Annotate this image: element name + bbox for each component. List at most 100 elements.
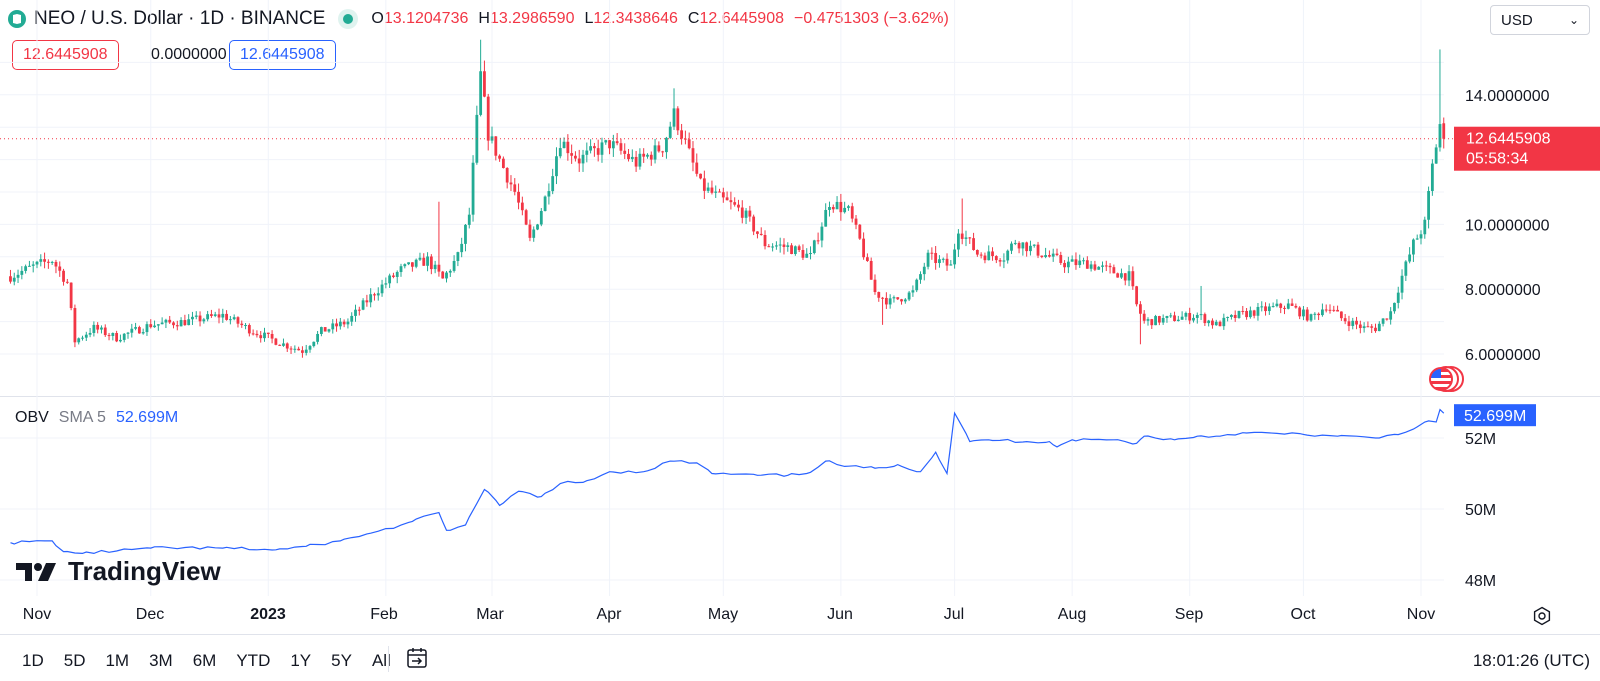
candle-body [767,246,771,248]
candle-body [748,210,752,217]
x-label-nov-2022: Nov [22,606,52,623]
go-to-date-calendar-icon[interactable] [404,645,430,671]
candle-body [217,314,221,318]
range-5y[interactable]: 5Y [331,651,352,670]
candle-body [1415,238,1419,240]
range-5d[interactable]: 5D [63,651,86,670]
candle-body [1442,123,1446,139]
toolbar-separator [388,646,389,672]
obv-value-tag[interactable] [1454,404,1536,427]
candle-body [365,300,369,303]
candle-body [1074,259,1078,266]
obv-name[interactable]: OBV [15,409,49,426]
sell-price-box[interactable]: 12.6445908 [12,40,119,70]
tradingview-logo[interactable]: TradingView [16,556,221,587]
range-6m[interactable]: 6M [192,651,217,670]
ohlc-close-value: 12.6445908 [699,10,784,27]
candle-body [194,315,198,317]
candle-body [1396,292,1400,303]
candle-body [1070,259,1074,262]
candle-body [1154,316,1157,326]
candle-body [392,275,395,277]
candle-body [467,214,471,225]
candle-body [854,218,858,225]
settings-gear-icon[interactable] [1532,606,1552,626]
candle-body [998,260,1002,262]
candle-body [623,150,627,154]
candle-body [729,200,733,203]
candle-body [1211,320,1214,326]
obv-y-tick-label: 50M [1465,502,1496,519]
range-all[interactable]: All [371,651,391,670]
last-price-tag[interactable] [1454,126,1600,171]
range-ytd[interactable]: YTD [236,651,271,670]
y-tick-label: 14.0000000 [1465,88,1550,105]
candle-body [517,191,520,203]
obv-sma[interactable]: SMA 5 [58,409,106,426]
candle-body [642,153,646,157]
candle-body [221,313,225,318]
candle-body [1252,310,1256,316]
candle-body [1271,306,1275,308]
x-label-apr: Apr [596,606,622,623]
candle-body [448,270,452,273]
candle-body [130,328,134,333]
ohlc-open-key: O [371,10,384,27]
y-tick-label: 10.0000000 [1465,217,1550,234]
candle-body [987,251,991,261]
candle-body [1241,310,1245,312]
candle-body [702,178,706,191]
candle-body [137,327,141,334]
us-flag-icon[interactable] [1429,365,1465,393]
candle-body [202,319,206,322]
candle-body [111,333,115,336]
pane-divider[interactable] [0,396,1600,397]
candle-body [1389,311,1393,320]
candle-body [1309,314,1313,321]
price-chart[interactable]: 14.0000000 10.0000000 8.0000000 6.0000000 12… [0,0,1600,396]
candle-body [414,259,418,267]
candle-body [342,321,346,325]
obv-chart[interactable]: 52M 50M 48M 52.699M [0,396,1600,596]
candle-body [141,332,145,334]
candle-body [733,202,737,205]
candle-body [1339,311,1343,319]
range-1m[interactable]: 1M [105,651,130,670]
buy-price-box[interactable]: 12.6445908 [229,40,336,70]
candle-body [850,206,854,219]
candle-body [1214,321,1218,326]
candle-body [426,256,429,266]
candle-body [1218,321,1222,327]
symbol-title[interactable]: NEO / U.S. Dollar · 1D · BINANCE [34,8,326,29]
candle-body [319,327,323,334]
candle-body [661,151,665,153]
candle-body [9,276,12,282]
candle-body [718,191,721,193]
candle-body [1400,275,1404,293]
candle-body [486,96,490,141]
market-status-icon[interactable] [343,14,354,24]
candle-body [452,261,456,271]
candle-body [282,343,285,346]
candle-body [1290,303,1294,306]
candle-body [665,137,668,153]
x-label-may: May [707,606,739,623]
candle-body [1328,309,1332,311]
candle-body [630,156,634,160]
candle-body [441,271,445,279]
candle-body [65,281,69,283]
candle-body [1351,320,1355,326]
candle-body [1385,318,1389,320]
candle-body [172,322,175,326]
x-label-feb: Feb [370,606,398,623]
y-tick-label: 6.0000000 [1465,347,1541,364]
candle-body [627,153,630,160]
range-1y[interactable]: 1Y [290,651,312,670]
obv-y-tick-label: 52M [1465,431,1496,448]
candle-body [1032,244,1036,246]
utc-clock[interactable]: 18:01:26 (UTC) [1472,651,1590,670]
candle-body [244,325,247,327]
range-1d[interactable]: 1D [22,651,44,670]
currency-select[interactable]: USD ⌄ [1490,5,1590,35]
range-3m[interactable]: 3M [149,651,173,670]
